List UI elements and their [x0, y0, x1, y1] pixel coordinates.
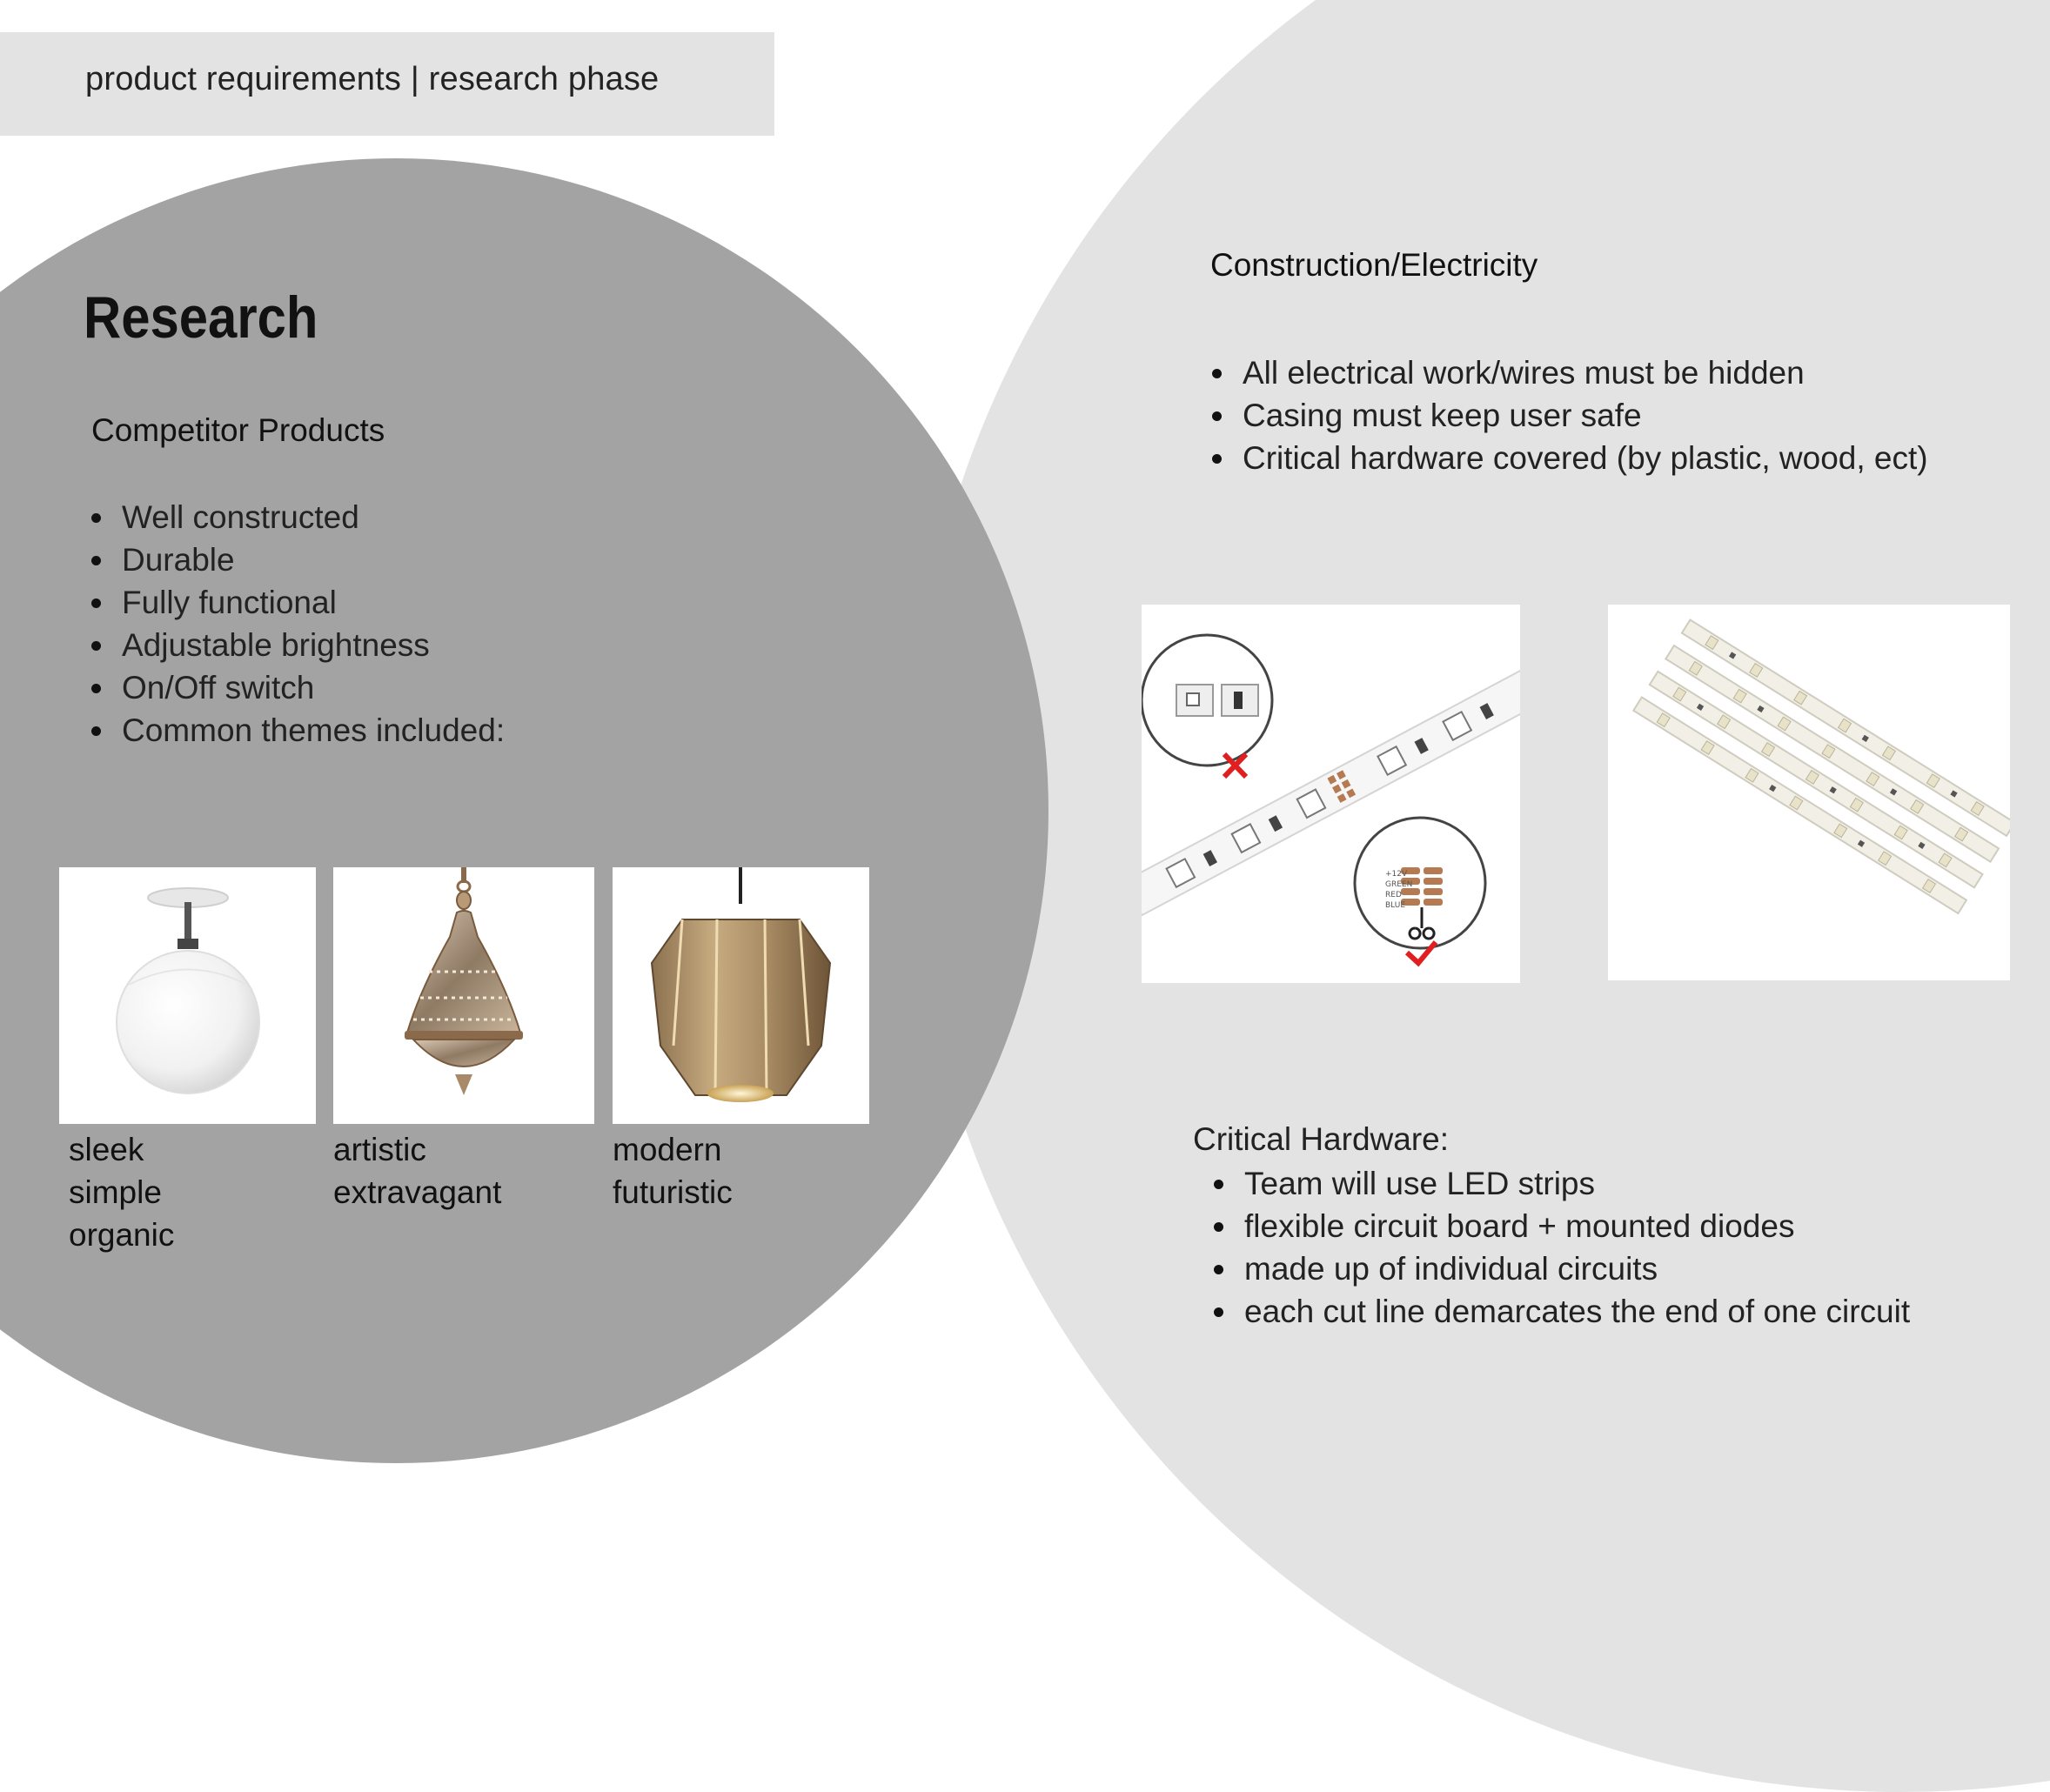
led-strip-cut-line-diagram: +12V GREEN RED BLUE [1142, 605, 1520, 983]
caption-line: organic [69, 1217, 175, 1253]
caption-line: modern [613, 1132, 722, 1167]
caption-artistic: artistic extravagant [333, 1128, 501, 1214]
list-item: Adjustable brightness [87, 624, 505, 666]
diagram-label: +12V [1385, 870, 1408, 879]
competitor-products-heading: Competitor Products [91, 412, 385, 448]
list-item: Critical hardware covered (by plastic, w… [1208, 437, 1928, 479]
list-item: each cut line demarcates the end of one … [1209, 1290, 1910, 1333]
list-item: Casing must keep user safe [1208, 394, 1928, 437]
list-item: All electrical work/wires must be hidden [1208, 351, 1928, 394]
crystal-chandelier-image [333, 867, 594, 1124]
diagram-label: RED [1385, 891, 1402, 899]
critical-hardware-bullet-list: Team will use LED strips flexible circui… [1209, 1162, 1910, 1333]
caption-line: sleek [69, 1132, 144, 1167]
caption-line: futuristic [613, 1174, 733, 1210]
brass-geometric-pendant-image [613, 867, 869, 1124]
background-circle-left [0, 158, 1048, 1463]
list-item: Common themes included: [87, 709, 505, 752]
list-item: Well constructed [87, 496, 505, 538]
caption-line: extravagant [333, 1174, 502, 1210]
construction-heading: Construction/Electricity [1210, 247, 1538, 283]
critical-hardware-heading: Critical Hardware: [1193, 1121, 1450, 1157]
list-item: flexible circuit board + mounted diodes [1209, 1205, 1910, 1247]
list-item: Fully functional [87, 581, 505, 624]
construction-bullet-list: All electrical work/wires must be hidden… [1208, 351, 1928, 479]
header-text: product requirements | research phase [85, 61, 660, 97]
list-item: Team will use LED strips [1209, 1162, 1910, 1205]
list-item: Durable [87, 538, 505, 581]
research-title: Research [84, 284, 318, 351]
list-item: On/Off switch [87, 666, 505, 709]
caption-line: artistic [333, 1132, 426, 1167]
caption-sleek: sleek simple organic [69, 1128, 174, 1256]
header-bar [0, 32, 774, 136]
competitor-bullet-list: Well constructed Durable Fully functiona… [87, 496, 505, 752]
list-item: made up of individual circuits [1209, 1247, 1910, 1290]
globe-pendant-lamp-image [59, 867, 316, 1124]
caption-modern: modern futuristic [613, 1128, 733, 1214]
caption-line: simple [69, 1174, 162, 1210]
diagram-label: GREEN [1385, 880, 1412, 889]
led-strips-photo [1608, 605, 2010, 980]
diagram-label: BLUE [1385, 901, 1405, 910]
